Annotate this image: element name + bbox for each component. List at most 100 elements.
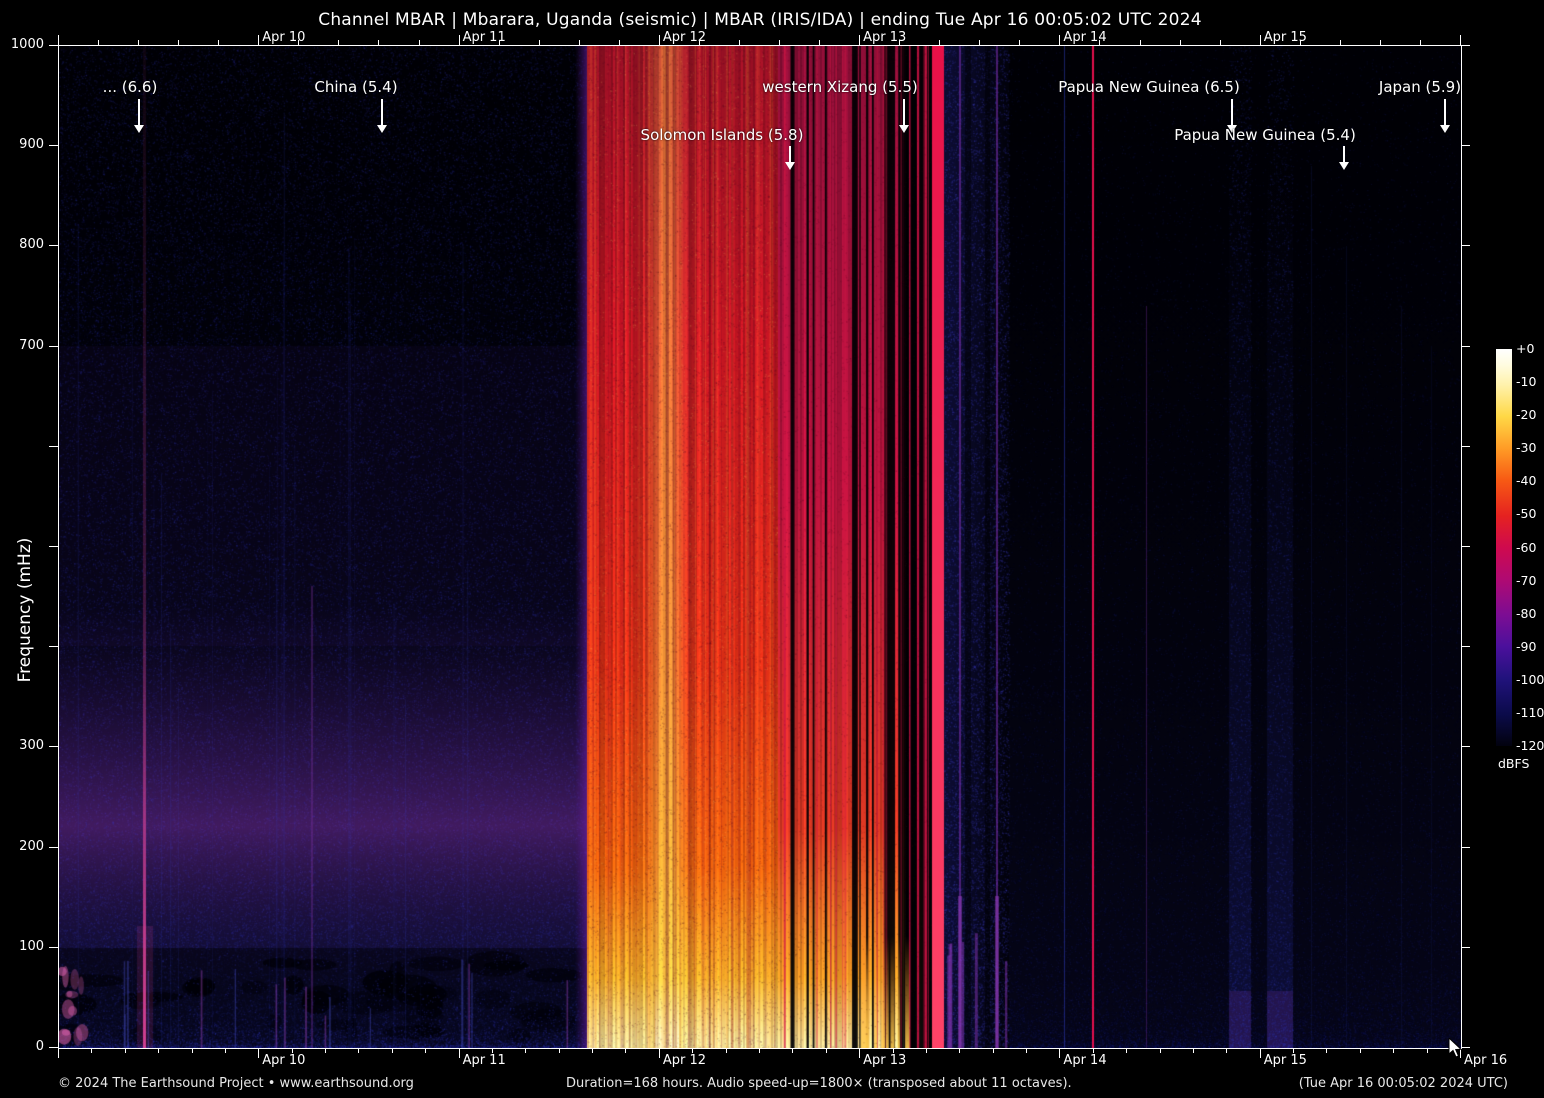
top-major-tick	[1059, 35, 1061, 45]
top-minor-tick	[1379, 40, 1381, 45]
top-major-tick	[258, 35, 260, 45]
bottom-minor-tick	[358, 1048, 360, 1053]
top-axis-label: Apr 12	[662, 30, 707, 45]
top-minor-tick	[1019, 40, 1021, 45]
bottom-minor-tick	[325, 1048, 327, 1053]
bottom-minor-tick	[1126, 1048, 1128, 1053]
bottom-minor-tick	[1393, 1048, 1395, 1053]
earthquake-arrow-head	[899, 125, 909, 133]
earthquake-arrow-head	[377, 125, 387, 133]
bottom-minor-tick	[558, 1048, 560, 1053]
colorbar-tick-label: -50	[1516, 506, 1537, 522]
bottom-minor-tick	[792, 1048, 794, 1053]
y-major-tick-right	[1461, 846, 1470, 848]
y-axis-tick-label: 700	[19, 337, 44, 353]
top-major-tick	[1460, 35, 1461, 45]
top-minor-tick	[378, 40, 380, 45]
top-minor-tick	[979, 40, 981, 45]
top-minor-tick	[618, 40, 620, 45]
y-major-tick-right	[1461, 245, 1470, 247]
bottom-axis-label: Apr 13	[863, 1053, 907, 1068]
colorbar-tick-label: -60	[1516, 539, 1537, 555]
bottom-major-tick	[1259, 1048, 1261, 1058]
y-major-tick-left	[49, 946, 58, 948]
colorbar	[1496, 349, 1512, 746]
bottom-minor-tick	[959, 1048, 961, 1053]
y-major-tick-right	[1461, 445, 1470, 447]
y-major-tick-left	[49, 45, 58, 46]
bottom-minor-tick	[925, 1048, 927, 1053]
y-major-tick-left	[49, 846, 58, 848]
top-minor-tick	[298, 40, 300, 45]
top-minor-tick	[338, 40, 340, 45]
y-major-tick-left	[49, 345, 58, 347]
top-major-tick	[859, 35, 861, 45]
bottom-minor-tick	[224, 1048, 226, 1053]
earthquake-arrow-shaft	[1231, 99, 1233, 126]
top-axis-label: Apr 11	[462, 30, 506, 45]
top-minor-tick	[98, 40, 100, 45]
colorbar-tick-label: -120	[1516, 738, 1544, 753]
top-minor-tick	[1419, 40, 1421, 45]
bottom-minor-tick	[491, 1048, 493, 1053]
colorbar-tick-label: +0	[1516, 341, 1535, 356]
top-minor-tick	[899, 40, 901, 45]
colorbar-tick-label: -40	[1516, 473, 1537, 489]
top-major-tick	[458, 35, 460, 45]
y-major-tick-right	[1461, 345, 1470, 347]
top-major-tick	[1259, 35, 1261, 45]
y-major-tick-left	[49, 1047, 58, 1048]
earthquake-arrow-shaft	[138, 99, 140, 126]
bottom-axis-label: Apr 16	[1464, 1053, 1508, 1068]
bottom-minor-tick	[1092, 1048, 1094, 1053]
bottom-minor-tick	[124, 1048, 126, 1053]
y-major-tick-right	[1461, 1047, 1470, 1048]
top-minor-tick	[1099, 40, 1101, 45]
y-axis-tick-label: 100	[19, 938, 44, 954]
y-major-tick-right	[1461, 145, 1470, 147]
top-minor-tick	[738, 40, 740, 45]
bottom-major-tick	[1460, 1048, 1461, 1058]
colorbar-tick-label: -80	[1516, 605, 1537, 621]
top-minor-tick	[138, 40, 140, 45]
bottom-minor-tick	[1026, 1048, 1028, 1053]
footer-timestamp: (Tue Apr 16 00:05:02 2024 UTC)	[1298, 1076, 1508, 1091]
colorbar-tick-label: -20	[1516, 407, 1537, 423]
spectrogram-plot-area	[58, 45, 1462, 1049]
bottom-minor-tick	[191, 1048, 193, 1053]
earthquake-arrow-shaft	[903, 99, 905, 126]
y-major-tick-right	[1461, 546, 1470, 547]
bottom-minor-tick	[525, 1048, 527, 1053]
top-major-tick	[58, 35, 59, 45]
top-minor-tick	[819, 40, 821, 45]
top-minor-tick	[779, 40, 781, 45]
top-minor-tick	[498, 40, 500, 45]
earthquake-arrow-head	[134, 125, 144, 133]
bottom-minor-tick	[91, 1048, 93, 1053]
bottom-minor-tick	[1293, 1048, 1295, 1053]
bottom-minor-tick	[992, 1048, 994, 1053]
colorbar-tick-label: -70	[1516, 572, 1537, 588]
bottom-major-tick	[258, 1048, 260, 1058]
bottom-axis-label: Apr 14	[1063, 1053, 1107, 1068]
top-minor-tick	[1339, 40, 1341, 45]
bottom-minor-tick	[158, 1048, 160, 1053]
bottom-minor-tick	[291, 1048, 293, 1053]
bottom-major-tick	[859, 1048, 861, 1058]
bottom-minor-tick	[391, 1048, 393, 1053]
y-major-tick-left	[49, 546, 58, 547]
y-axis-tick-label: 800	[19, 237, 44, 253]
earthquake-arrow-head	[1440, 125, 1450, 133]
bottom-minor-tick	[759, 1048, 760, 1053]
y-major-tick-right	[1461, 946, 1470, 948]
top-axis-label: Apr 15	[1263, 30, 1307, 45]
bottom-minor-tick	[825, 1048, 827, 1053]
earthquake-arrow-shaft	[1343, 146, 1345, 163]
y-axis-tick-label: 0	[35, 1039, 44, 1054]
bottom-minor-tick	[1326, 1048, 1328, 1053]
top-axis-label: Apr 14	[1063, 30, 1107, 45]
earthquake-label: Japan (5.9)	[1378, 78, 1462, 96]
top-minor-tick	[1179, 40, 1181, 45]
earthquake-label: ... (6.6)	[102, 78, 158, 96]
y-major-tick-right	[1461, 746, 1470, 748]
